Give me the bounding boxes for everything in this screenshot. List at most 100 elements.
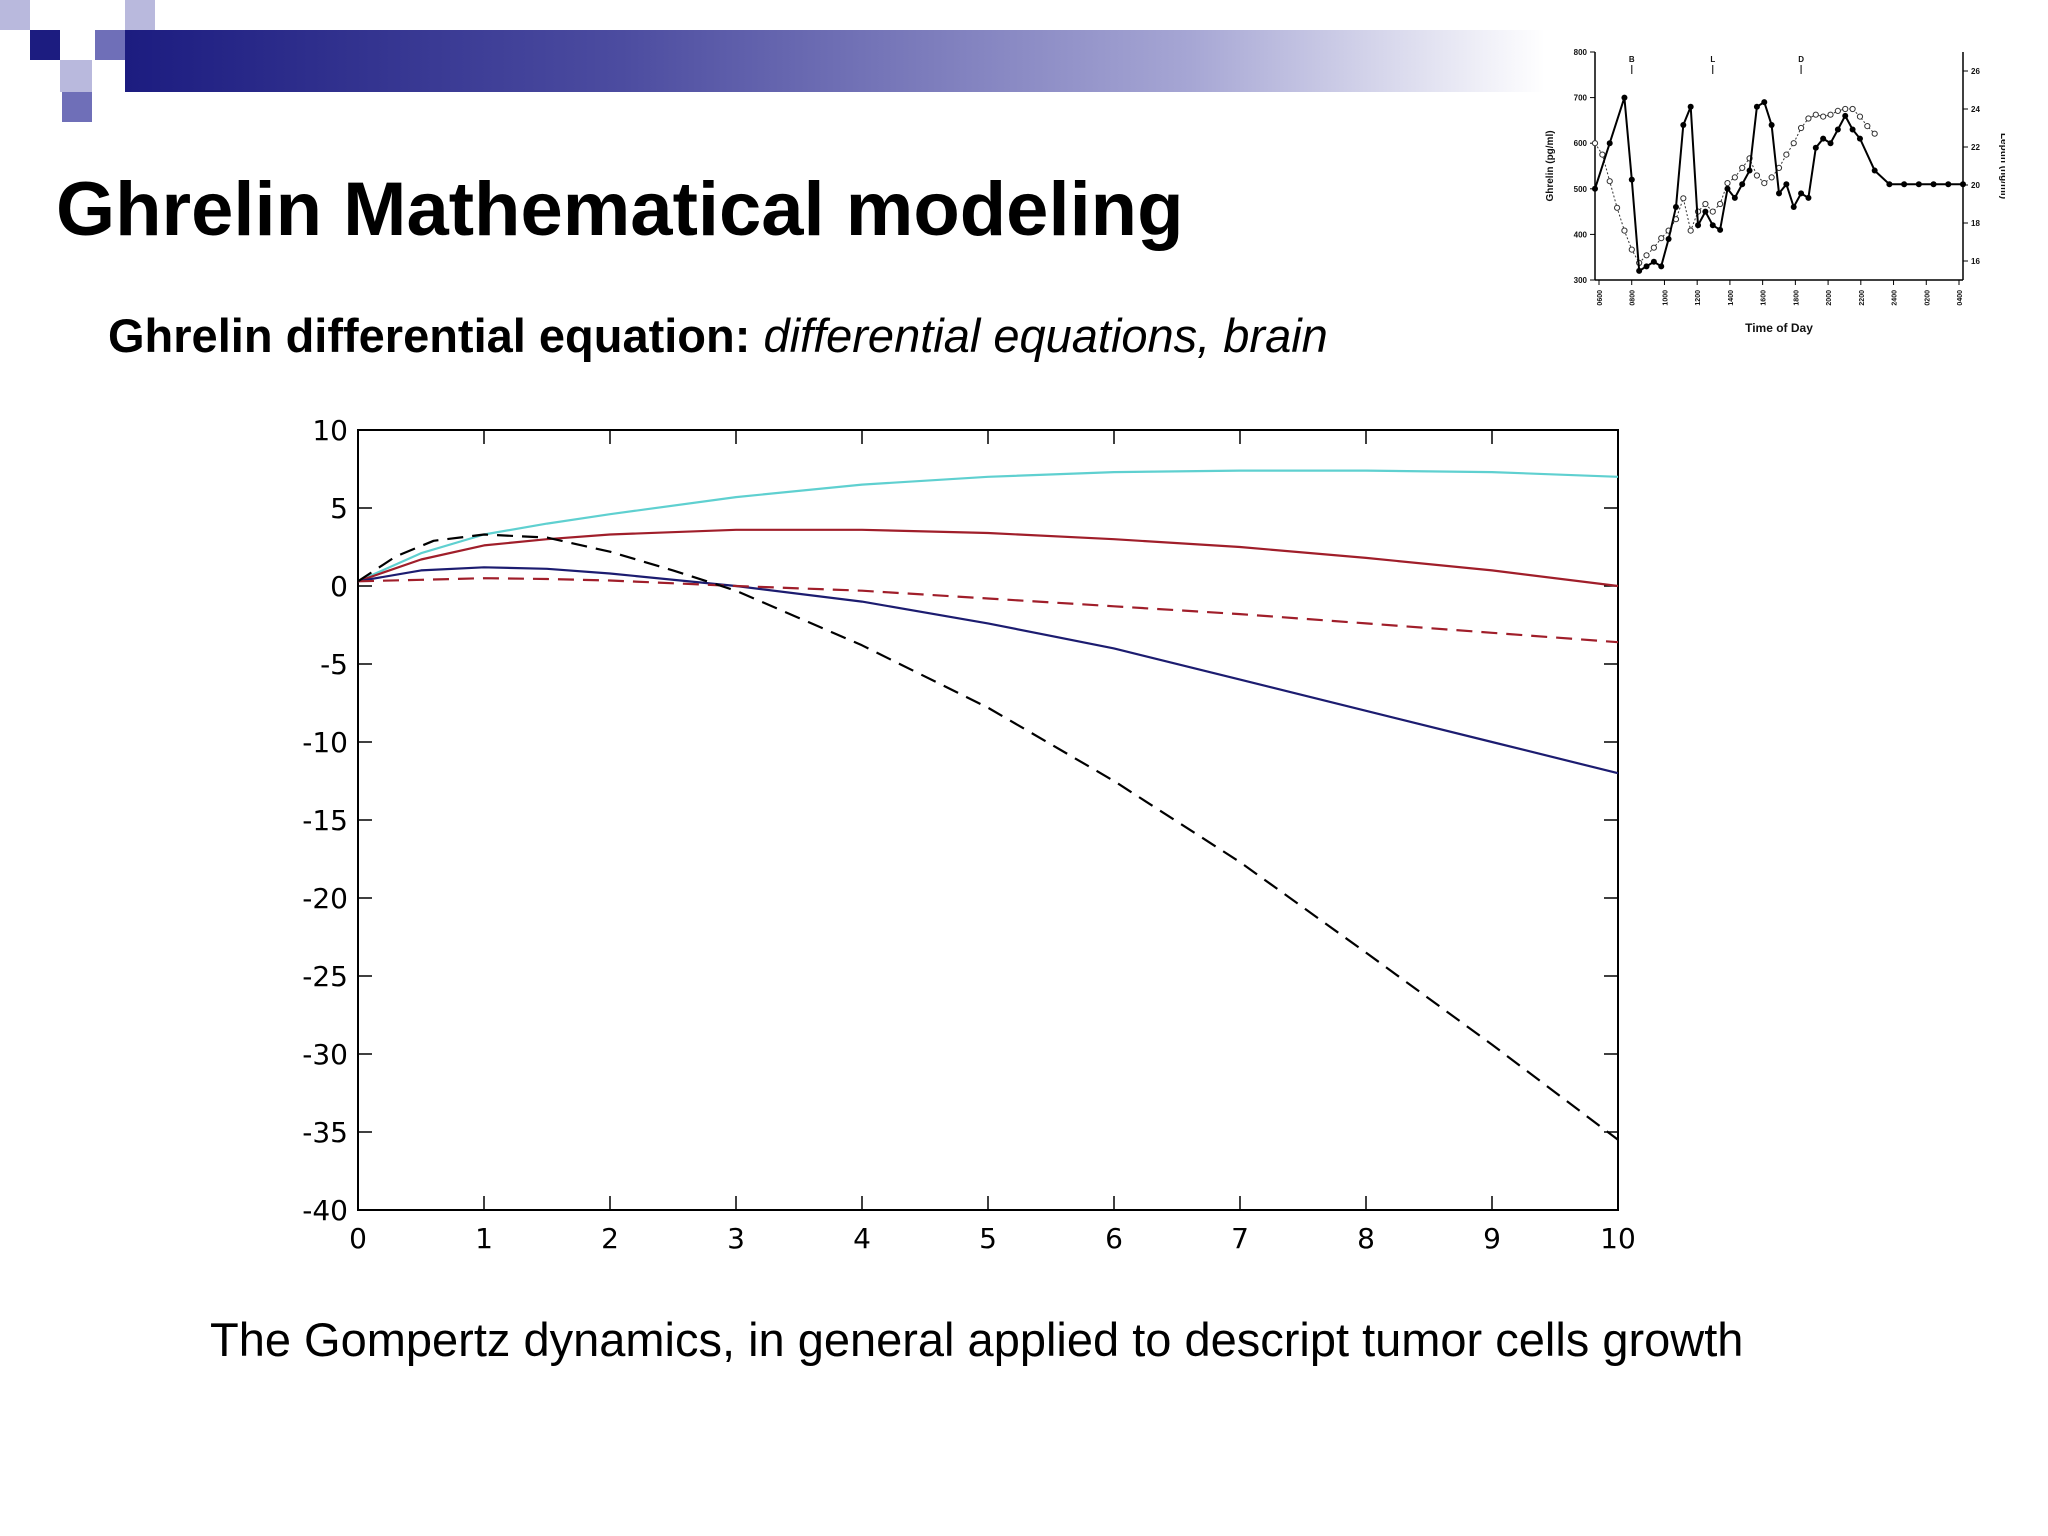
inset-leptin-point — [1753, 172, 1761, 179]
y-tick-label: -15 — [302, 804, 348, 837]
inset-leptin-point — [1871, 130, 1878, 137]
inset-leptin-point — [1724, 180, 1731, 187]
inset-ghrelin-point — [1680, 121, 1687, 128]
inset-y-tick-label: 500 — [1574, 185, 1588, 194]
inset-ghrelin-point — [1834, 126, 1841, 133]
inset-ghrelin-point — [1739, 181, 1746, 188]
inset-ghrelin-point — [1915, 181, 1922, 188]
y-tick-label: 5 — [330, 492, 348, 525]
inset-y2-axis-label: Leptin (ng/ml) — [1998, 133, 2005, 199]
inset-leptin-point — [1827, 111, 1834, 118]
inset-ghrelin-point — [1761, 99, 1768, 106]
inset-ghrelin-point — [1658, 263, 1665, 270]
inset-ghrelin-point — [1643, 263, 1650, 270]
header-square-light-4 — [62, 92, 92, 122]
plot-area-frame — [357, 429, 1619, 1211]
series-line-4 — [357, 577, 1619, 644]
inset-leptin-point — [1658, 235, 1665, 242]
inset-ghrelin-point — [1960, 181, 1966, 188]
inset-leptin-point — [1599, 151, 1606, 158]
inset-x-tick-label: 2400 — [1892, 290, 1899, 306]
inset-ghrelin-point — [1746, 167, 1753, 174]
subtitle-line: Ghrelin differential equation: different… — [108, 312, 1328, 359]
inset-annotation-label: L — [1710, 55, 1715, 64]
inset-ghrelin-point — [1592, 185, 1598, 192]
series-line-5 — [357, 533, 1619, 1141]
inset-leptin-point — [1790, 140, 1797, 147]
x-tick-label: 5 — [979, 1222, 997, 1255]
inset-ghrelin-point — [1827, 140, 1834, 147]
inset-ghrelin-point — [1665, 235, 1672, 242]
inset-ghrelin-point — [1636, 267, 1643, 274]
caption: The Gompertz dynamics, in general applie… — [210, 1313, 1744, 1366]
inset-y-tick-label: 300 — [1574, 276, 1588, 285]
inset-ghrelin-point — [1628, 176, 1635, 183]
inset-ghrelin-point — [1901, 181, 1908, 188]
inset-ghrelin-point — [1805, 194, 1812, 201]
inset-ghrelin-point — [1871, 167, 1878, 174]
header-square-light-3 — [60, 60, 92, 92]
header-square-mid — [95, 30, 125, 60]
inset-ghrelin-point — [1731, 194, 1738, 201]
inset-leptin-point — [1591, 140, 1599, 147]
inset-ghrelin-point — [1790, 204, 1797, 211]
inset-annotation-label: B — [1629, 55, 1635, 64]
inset-ghrelin-point — [1650, 258, 1657, 265]
gompertz-chart: 0 1 2 3 4 5 6 7 8 9 10 10 5 0 -5 -10 -15 -20 -25 -30 -35 -40 — [302, 414, 1636, 1255]
inset-ghrelin-point — [1695, 222, 1702, 229]
inset-ghrelin-point — [1783, 181, 1790, 188]
inset-leptin-point — [1731, 174, 1738, 181]
y-tick-label: 10 — [312, 414, 348, 447]
y-tick-label: -10 — [302, 726, 348, 759]
inset-leptin-point — [1739, 164, 1746, 171]
x-tick-label: 7 — [1231, 1222, 1249, 1255]
inset-x-tick-label: 1400 — [1728, 290, 1735, 306]
header-band — [125, 30, 1545, 92]
x-tick-label: 4 — [853, 1222, 871, 1255]
inset-x-tick-label: 0200 — [1924, 290, 1931, 306]
subtitle-text: differential equations, brain — [763, 309, 1328, 362]
inset-x-tick-label: 1200 — [1695, 290, 1702, 306]
inset-y-axis-label: Ghrelin (pg/ml) — [1545, 130, 1556, 201]
inset-leptin-point — [1680, 195, 1687, 202]
slide-title: Ghrelin Mathematical modeling — [56, 167, 1184, 252]
inset-x-tick-label: 0400 — [1957, 290, 1964, 306]
inset-x-tick-label: 1000 — [1662, 290, 1669, 306]
inset-x-tick-label: 0800 — [1630, 290, 1637, 306]
inset-leptin-point — [1856, 113, 1864, 120]
inset-y2-tick-label: 18 — [1971, 219, 1980, 228]
x-tick-label: 8 — [1357, 1222, 1375, 1255]
inset-ghrelin-point — [1672, 204, 1679, 211]
y-tick-label: -35 — [302, 1116, 348, 1149]
inset-ghrelin-point — [1945, 181, 1952, 188]
inset-x-tick-label: 0600 — [1597, 290, 1604, 306]
series-line-2 — [357, 528, 1619, 588]
x-tick-label: 2 — [601, 1222, 619, 1255]
x-tick-label: 0 — [349, 1222, 367, 1255]
inset-y-tick-label: 600 — [1574, 139, 1588, 148]
inset-ghrelin-point — [1702, 208, 1709, 215]
inset-leptin-point — [1864, 123, 1871, 130]
inset-leptin-point — [1628, 246, 1635, 253]
y-tick-label: 0 — [330, 570, 348, 603]
inset-leptin-point — [1650, 244, 1657, 251]
y-tick-label: -40 — [302, 1194, 348, 1227]
inset-annotation-label: D — [1798, 55, 1804, 64]
inset-leptin-point — [1702, 200, 1709, 208]
inset-ghrelin-point — [1812, 144, 1819, 151]
inset-y2-tick-label: 16 — [1971, 257, 1980, 266]
inset-y2-tick-label: 20 — [1971, 181, 1980, 190]
y-tick-label: -25 — [302, 960, 348, 993]
inset-leptin-point — [1834, 107, 1841, 115]
inset-x-axis-label: Time of Day — [1745, 321, 1813, 335]
header-square-light-2 — [125, 0, 155, 30]
inset-ghrelin-point — [1753, 103, 1760, 110]
inset-x-tick-label: 2000 — [1826, 290, 1833, 306]
header-square-dark — [30, 30, 60, 60]
inset-leptin-point — [1621, 227, 1628, 234]
inset-ghrelin-point — [1930, 181, 1937, 188]
inset-ghrelin-point — [1709, 222, 1716, 229]
inset-ghrelin-point — [1849, 126, 1856, 133]
x-tick-label: 1 — [475, 1222, 493, 1255]
inset-leptin-point — [1606, 178, 1613, 185]
